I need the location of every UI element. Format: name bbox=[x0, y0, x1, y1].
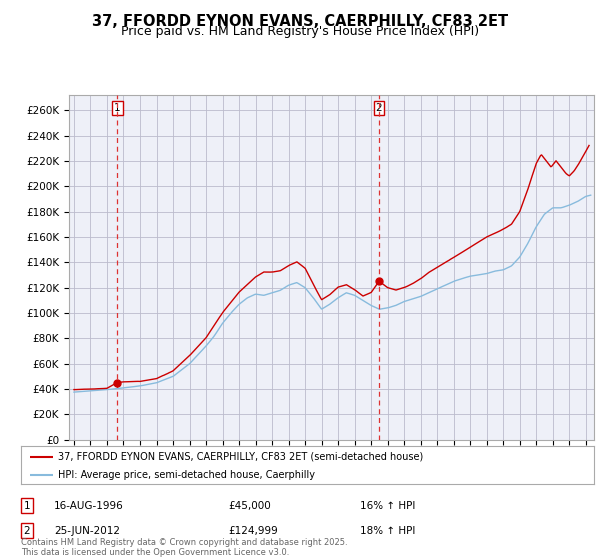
Text: 1: 1 bbox=[23, 501, 31, 511]
Text: 1: 1 bbox=[114, 103, 121, 113]
Text: 2: 2 bbox=[376, 103, 382, 113]
Text: 16% ↑ HPI: 16% ↑ HPI bbox=[360, 501, 415, 511]
Text: 18% ↑ HPI: 18% ↑ HPI bbox=[360, 526, 415, 536]
Text: £45,000: £45,000 bbox=[228, 501, 271, 511]
Text: £124,999: £124,999 bbox=[228, 526, 278, 536]
Text: 25-JUN-2012: 25-JUN-2012 bbox=[54, 526, 120, 536]
Text: 37, FFORDD EYNON EVANS, CAERPHILLY, CF83 2ET: 37, FFORDD EYNON EVANS, CAERPHILLY, CF83… bbox=[92, 14, 508, 29]
Text: 37, FFORDD EYNON EVANS, CAERPHILLY, CF83 2ET (semi-detached house): 37, FFORDD EYNON EVANS, CAERPHILLY, CF83… bbox=[58, 452, 424, 462]
Text: 16-AUG-1996: 16-AUG-1996 bbox=[54, 501, 124, 511]
Text: Contains HM Land Registry data © Crown copyright and database right 2025.
This d: Contains HM Land Registry data © Crown c… bbox=[21, 538, 347, 557]
Text: Price paid vs. HM Land Registry's House Price Index (HPI): Price paid vs. HM Land Registry's House … bbox=[121, 25, 479, 38]
Text: HPI: Average price, semi-detached house, Caerphilly: HPI: Average price, semi-detached house,… bbox=[58, 470, 315, 480]
Text: 2: 2 bbox=[23, 526, 31, 536]
